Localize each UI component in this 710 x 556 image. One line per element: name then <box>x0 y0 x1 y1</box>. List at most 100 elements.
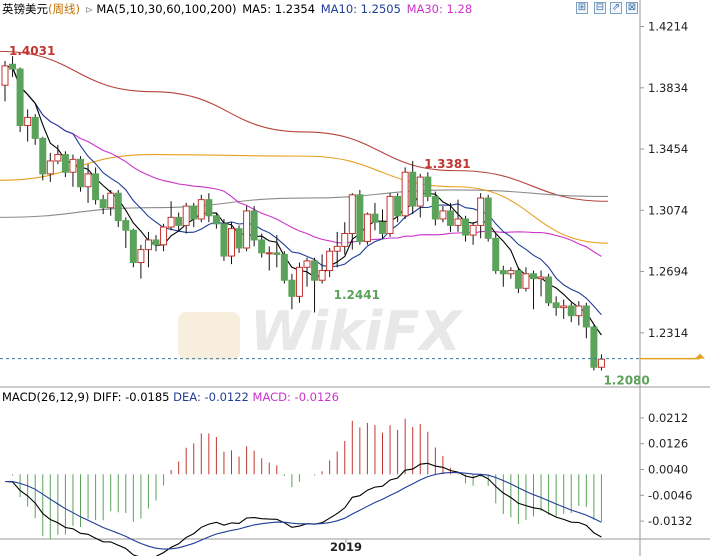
macd-header: MACD(26,12,9) DIFF: -0.0185 DEA: -0.0122… <box>2 390 339 406</box>
candle-body <box>220 223 228 257</box>
candle-body <box>567 305 575 317</box>
dea-value: DEA: -0.0122 <box>173 390 249 404</box>
candle-body <box>190 205 198 220</box>
candle-body <box>16 68 24 127</box>
diff-line <box>4 462 602 556</box>
candle-body <box>394 195 402 217</box>
candle-body <box>92 173 100 201</box>
candle-body <box>492 237 500 272</box>
ma30-line <box>4 65 602 257</box>
candle-body <box>311 260 319 281</box>
candle-body <box>197 199 205 220</box>
zoom-in-icon[interactable]: ⊞ <box>576 2 588 14</box>
candle-body <box>212 215 220 225</box>
y-tick-label: 1.2694 <box>648 265 688 279</box>
candle-body <box>107 192 115 209</box>
ma5-line <box>4 65 602 336</box>
candle-body <box>235 228 243 249</box>
candle-body <box>46 160 54 175</box>
candle-body <box>348 194 356 234</box>
candle-body <box>484 197 492 239</box>
candle-body <box>582 305 590 328</box>
candle-body <box>446 210 454 226</box>
macd-y-tick-label: 0.0212 <box>648 411 688 425</box>
candle-body <box>454 218 462 226</box>
macd-y-tick-label: 0.0126 <box>648 437 688 451</box>
candle-body <box>514 270 522 289</box>
macd-value: MACD: -0.0126 <box>252 390 339 404</box>
candle-body <box>258 239 266 254</box>
candle-body <box>144 239 152 251</box>
candle-body <box>39 137 47 175</box>
candle-body <box>228 228 235 257</box>
candle-body <box>597 358 605 368</box>
candle-body <box>205 199 213 217</box>
ma60-line <box>0 153 609 244</box>
ma30-value: MA30: 1.28 <box>406 2 473 16</box>
candle-body <box>54 154 62 162</box>
price-arrow-icon <box>695 353 705 359</box>
candle-body <box>31 116 39 139</box>
dea-line <box>4 471 602 550</box>
annotation-label: 1.3381 <box>424 157 470 171</box>
ma5-value: MA5: 1.2354 <box>242 2 316 16</box>
ma-settings-label: MA(5,10,30,60,100,200) <box>96 2 237 16</box>
candle-body <box>507 270 515 275</box>
x-tick-label: 2019 <box>330 540 362 554</box>
candle-body <box>424 176 432 197</box>
candle-body <box>462 218 470 236</box>
candle-body <box>77 158 84 188</box>
candle-body <box>326 250 334 272</box>
candle-body <box>182 205 190 226</box>
y-tick-label: 1.4214 <box>648 20 688 34</box>
macd-y-tick-label: -0.0046 <box>648 488 692 502</box>
symbol-name: 英镑美元 <box>2 2 48 16</box>
candle-body <box>122 220 130 231</box>
watermark-logo-icon <box>178 312 240 360</box>
candle-body <box>137 249 145 264</box>
candle-body <box>318 270 326 281</box>
candle-body <box>152 239 160 246</box>
candle-body <box>167 216 175 228</box>
candle-body <box>9 63 17 70</box>
y-tick-label: 1.3074 <box>648 203 688 217</box>
candle-body <box>545 276 553 304</box>
ma-dropdown-icon[interactable]: ⊳ <box>84 5 94 16</box>
candle-body <box>333 245 341 252</box>
candle-body <box>431 195 439 220</box>
candle-body <box>356 194 364 243</box>
candle-body <box>69 158 77 173</box>
candle-body <box>175 216 183 226</box>
ma10-line <box>4 65 602 316</box>
y-tick-label: 1.2314 <box>648 326 688 340</box>
candle-body <box>537 276 545 280</box>
candle-body <box>386 195 394 234</box>
candle-body <box>590 326 598 368</box>
candle-body <box>295 266 303 297</box>
candle-body <box>401 171 409 217</box>
ma100-line <box>0 189 609 218</box>
zoom-out-icon[interactable]: ⊟ <box>594 2 606 14</box>
close-icon[interactable]: ⊠ <box>626 2 638 14</box>
candle-body <box>303 260 311 268</box>
annotation-label: 1.2080 <box>603 373 649 387</box>
candle-body <box>243 210 251 249</box>
expand-icon[interactable]: ⇗ <box>610 2 622 14</box>
candle-body <box>530 273 537 280</box>
diff-value: DIFF: -0.0185 <box>93 390 170 404</box>
candle-body <box>499 270 507 275</box>
candle-body <box>99 199 107 209</box>
candle-body <box>439 210 447 220</box>
candle-body <box>560 305 568 309</box>
candle-body <box>379 221 386 234</box>
candle-body <box>575 305 583 317</box>
period-label[interactable]: (周线) <box>48 2 80 16</box>
ma10-value: MA10: 1.2505 <box>320 2 401 16</box>
candle-body <box>84 173 92 188</box>
candle-body <box>416 176 424 207</box>
candle-body <box>341 232 349 247</box>
candle-body <box>129 229 137 264</box>
y-tick-label: 1.3834 <box>648 81 688 95</box>
